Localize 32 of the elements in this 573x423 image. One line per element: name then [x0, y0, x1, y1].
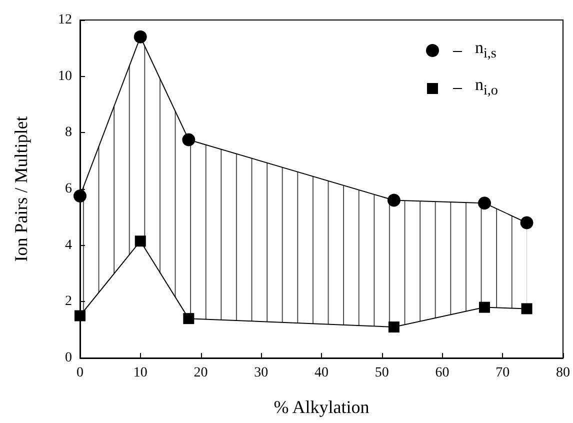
point: [520, 216, 534, 230]
legend-label: n$_{i,o}$: [438, 69, 498, 107]
y-axis-title: Ion Pairs / Multiplet: [11, 116, 31, 262]
point: [182, 133, 196, 146]
x-tick-label: 80: [556, 366, 570, 380]
point: [388, 322, 400, 333]
x-tick-label: 40: [314, 366, 328, 380]
legend-label: n$_{i,s}$: [438, 32, 496, 70]
y-tick-label: 6: [65, 182, 72, 196]
x-tick-label: 50: [374, 366, 389, 380]
point: [521, 303, 532, 314]
y-tick-label: 12: [58, 12, 72, 28]
point: [134, 236, 146, 247]
x-tick-label: 60: [435, 366, 450, 380]
y-tick-label: 8: [65, 125, 72, 140]
point: [479, 302, 490, 313]
x-tick-label: 0: [76, 366, 84, 380]
point: [74, 190, 86, 203]
x-axis-title: % Alkylation: [274, 397, 370, 417]
x-tick-label: 30: [254, 366, 268, 380]
x-tick-label: 20: [194, 366, 208, 380]
point: [134, 30, 147, 44]
point: [183, 313, 194, 324]
x-tick-label: 10: [133, 366, 148, 380]
point: [74, 310, 86, 322]
point: [387, 194, 400, 207]
y-tick-label: 10: [58, 68, 72, 84]
y-tick-label: 0: [65, 350, 72, 366]
x-tick-label: 70: [496, 366, 510, 380]
y-tick-label: 2: [65, 294, 72, 310]
y-tick-label: 4: [65, 238, 72, 253]
point: [478, 196, 492, 210]
